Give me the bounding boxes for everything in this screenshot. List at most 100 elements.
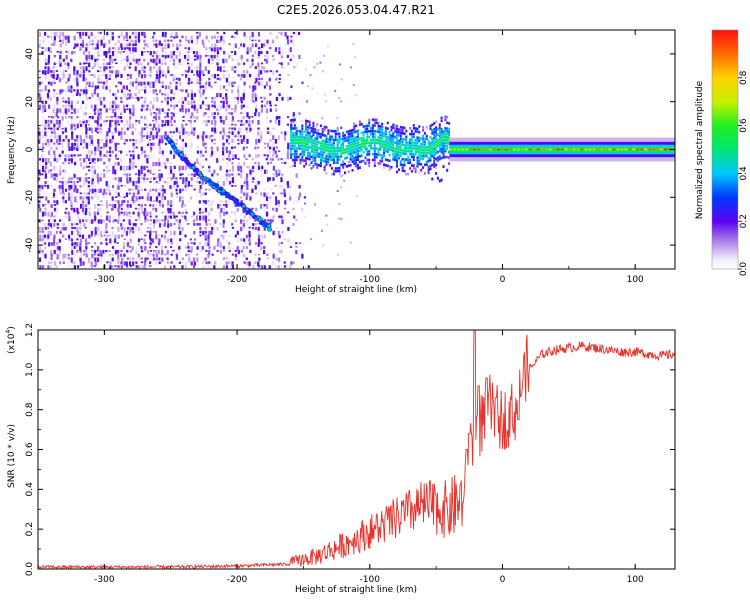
band-cell	[438, 123, 441, 126]
noise-cell	[50, 204, 53, 208]
band-cell	[306, 137, 309, 140]
noise-cell	[225, 257, 228, 260]
noise-cell	[149, 196, 152, 201]
noise-cell	[216, 146, 219, 152]
noise-cell	[143, 249, 146, 252]
noise-cell	[68, 158, 71, 162]
noise-cell	[56, 51, 59, 53]
noise-cell	[258, 257, 261, 261]
band-cell	[370, 147, 372, 150]
noise-cell	[93, 169, 96, 175]
noise-cell	[164, 269, 166, 273]
noise-cell	[149, 242, 152, 246]
band-cell	[431, 146, 434, 149]
noise-cell	[226, 161, 229, 167]
noise-cell	[283, 158, 286, 160]
noise-cell	[198, 181, 201, 184]
noise-cell	[120, 249, 123, 253]
noise-cell	[59, 192, 62, 195]
noise-cell	[237, 249, 240, 255]
noise-cell	[155, 74, 159, 79]
noise-cell	[179, 196, 182, 202]
noise-cell	[211, 253, 214, 256]
noise-cell	[138, 89, 141, 95]
noise-cell	[83, 253, 86, 256]
noise-cell	[295, 246, 298, 248]
noise-cell	[158, 261, 161, 265]
noise-cell	[164, 43, 167, 49]
noise-cell	[106, 234, 109, 238]
noise-cell	[141, 211, 144, 214]
noise-cell	[134, 200, 137, 202]
noise-cell	[146, 230, 149, 233]
noise-cell	[68, 215, 71, 219]
noise-cell	[280, 54, 283, 59]
noise-cell	[53, 204, 56, 206]
noise-cell	[181, 142, 184, 148]
noise-cell	[111, 31, 114, 35]
band-cell	[405, 135, 408, 139]
noise-cell	[106, 188, 109, 191]
noise-cell	[111, 135, 114, 140]
carrier-cell	[624, 148, 628, 151]
noise-cell	[178, 165, 181, 171]
band-cell	[379, 133, 382, 137]
noise-cell	[173, 119, 176, 123]
noise-cell	[164, 131, 167, 136]
band-cell	[373, 161, 376, 165]
noise-cell	[42, 116, 45, 121]
noise-cell	[249, 74, 252, 78]
bottom-y-axis-label: SNR (10 * v/v)	[7, 424, 17, 488]
band-cell	[410, 144, 413, 147]
noise-cell	[249, 249, 252, 253]
band-cell	[316, 134, 319, 138]
noise-cell	[44, 47, 47, 52]
band-cell	[368, 124, 371, 127]
band-cell	[390, 137, 393, 140]
noise-cell	[97, 146, 100, 152]
band-cell	[353, 159, 356, 163]
noise-cell	[161, 81, 164, 84]
noise-cell	[71, 226, 74, 230]
noise-cell	[59, 158, 62, 160]
band-cell	[409, 147, 412, 150]
noise-cell	[48, 116, 51, 118]
noise-cell	[70, 116, 73, 119]
band-cell	[340, 152, 343, 155]
noise-cell	[131, 96, 134, 99]
noise-cell	[48, 169, 51, 174]
band-cell	[440, 151, 443, 154]
noise-cell	[158, 181, 161, 185]
carrier-cell	[465, 148, 468, 151]
snr-data	[38, 330, 675, 569]
noise-cell	[158, 177, 162, 182]
noise-cell	[272, 165, 275, 171]
noise-cell	[216, 112, 220, 116]
noise-cell	[187, 51, 190, 54]
noise-cell	[216, 58, 219, 61]
band-cell	[318, 146, 320, 150]
noise-cell	[94, 192, 97, 198]
noise-cell	[97, 74, 100, 79]
noise-cell	[193, 219, 196, 223]
noise-cell	[58, 142, 61, 145]
band-cell	[301, 127, 304, 130]
noise-cell	[129, 154, 132, 157]
noise-cell	[208, 81, 211, 87]
band-cell	[394, 155, 397, 159]
noise-cell	[59, 108, 62, 113]
noise-cell	[190, 196, 193, 200]
noise-cell	[124, 269, 126, 274]
noise-cell	[211, 173, 214, 177]
band-cell	[293, 155, 296, 159]
noise-cell	[178, 226, 181, 230]
band-cell	[401, 157, 404, 161]
noise-cell	[167, 43, 170, 49]
noise-cell	[129, 139, 132, 142]
noise-cell	[248, 265, 251, 269]
noise-cell	[105, 142, 108, 147]
band-cell	[368, 150, 371, 153]
band-cell	[442, 156, 445, 159]
noise-cell	[114, 108, 117, 112]
band-cell	[440, 128, 443, 131]
